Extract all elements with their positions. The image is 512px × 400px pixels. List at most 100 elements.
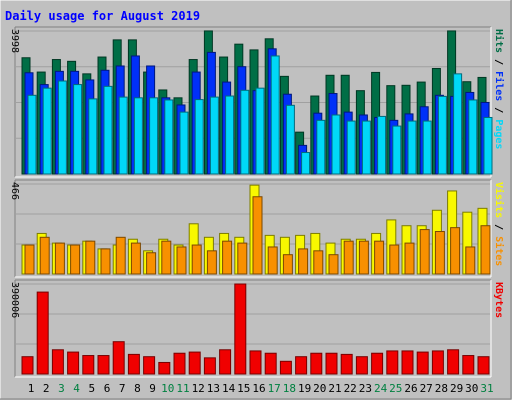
bar-pages-day-13 — [209, 96, 219, 175]
bar-pages-day-14 — [225, 95, 235, 175]
y-max-label: 3998 — [9, 29, 20, 53]
y-max-label: 390006 — [9, 282, 20, 318]
legend-part: Sites — [493, 236, 505, 266]
x-tick-label: 2 — [43, 382, 50, 395]
x-tick-label: 23 — [359, 382, 372, 395]
x-tick-label: 26 — [404, 382, 417, 395]
bar-pages-day-23 — [361, 120, 371, 175]
bar-pages-day-11 — [179, 111, 189, 175]
bar-kbytes-day-30 — [462, 355, 475, 375]
bar-pages-day-9 — [149, 97, 159, 175]
bar-pages-day-1 — [27, 94, 37, 175]
bar-kbytes-day-1 — [21, 356, 34, 375]
bar-kbytes-day-27 — [416, 351, 429, 375]
legend-part: Files — [493, 71, 505, 101]
bar-pages-day-16 — [255, 87, 265, 175]
bar-pages-day-10 — [164, 99, 174, 175]
x-tick-label: 31 — [480, 382, 493, 395]
bar-sites-day-24 — [374, 240, 385, 275]
bar-sites-day-2 — [39, 236, 50, 275]
bar-sites-day-20 — [313, 250, 324, 275]
legend-part: / — [493, 218, 504, 236]
bar-sites-day-9 — [146, 252, 157, 275]
bar-sites-day-4 — [70, 244, 81, 275]
bar-pages-day-20 — [316, 119, 326, 175]
chart-panels: 3998 Hits / Files / Pages 466 Visits / Site… — [9, 26, 505, 378]
bar-sites-day-29 — [450, 227, 461, 275]
bar-kbytes-day-24 — [371, 352, 384, 375]
x-tick-label: 20 — [313, 382, 326, 395]
bar-kbytes-day-31 — [477, 356, 490, 375]
legend-part: KBytes — [493, 282, 504, 318]
bar-kbytes-day-15 — [234, 283, 247, 375]
x-tick-label: 9 — [149, 382, 156, 395]
bar-pages-day-31 — [483, 116, 493, 175]
x-tick-label: 24 — [374, 382, 388, 395]
bar-sites-day-22 — [343, 240, 354, 275]
bar-pages-day-6 — [103, 85, 113, 175]
bar-sites-day-30 — [465, 246, 476, 275]
bar-kbytes-day-11 — [173, 352, 186, 375]
x-tick-label: 8 — [134, 382, 141, 395]
x-tick-label: 5 — [88, 382, 95, 395]
x-axis-labels: 1 2 3 4 5 6 7 8 9 10 11 12 13 14 15 16 17 18 19 20 21 22 23 24 2… — [28, 382, 494, 395]
bar-kbytes-day-2 — [36, 291, 49, 375]
x-tick-label: 14 — [222, 382, 236, 395]
bar-sites-day-5 — [85, 240, 96, 275]
x-tick-label: 7 — [119, 382, 126, 395]
bar-pages-day-27 — [422, 120, 432, 175]
bar-kbytes-day-6 — [97, 355, 110, 375]
bar-sites-day-15 — [237, 242, 248, 275]
bar-pages-day-19 — [301, 152, 311, 175]
bar-kbytes-day-17 — [264, 352, 277, 375]
bar-pages-day-25 — [392, 125, 402, 175]
bar-kbytes-day-20 — [310, 352, 323, 375]
x-tick-label: 4 — [73, 382, 80, 395]
x-tick-label: 29 — [450, 382, 463, 395]
x-tick-label: 16 — [252, 382, 265, 395]
bar-sites-day-21 — [328, 254, 339, 275]
panel-middle: 466 Visits / Sites — [9, 179, 505, 278]
bar-kbytes-day-16 — [249, 350, 262, 375]
bar-pages-day-28 — [437, 95, 447, 175]
series-legend-label: Visits / Sites — [493, 182, 505, 266]
bar-sites-day-25 — [389, 244, 400, 275]
bar-sites-day-19 — [298, 248, 309, 275]
legend-part: Hits — [493, 29, 505, 53]
bar-kbytes-day-28 — [431, 350, 444, 375]
bar-kbytes-day-12 — [188, 351, 201, 375]
bar-pages-day-21 — [331, 114, 341, 175]
x-tick-label: 3 — [58, 382, 65, 395]
x-tick-label: 11 — [176, 382, 189, 395]
legend-part: / — [493, 53, 504, 71]
bar-kbytes-day-10 — [158, 361, 171, 375]
bar-pages-day-15 — [240, 89, 250, 175]
bar-pages-day-2 — [42, 87, 52, 175]
x-tick-label: 18 — [283, 382, 296, 395]
bar-pages-day-3 — [57, 80, 67, 175]
bar-pages-day-4 — [73, 84, 83, 175]
bar-sites-day-11 — [176, 246, 187, 275]
bar-sites-day-8 — [130, 242, 141, 275]
bar-sites-day-16 — [252, 196, 263, 275]
bar-pages-day-24 — [377, 115, 387, 175]
bar-sites-day-17 — [267, 246, 278, 275]
bar-pages-day-8 — [133, 97, 143, 175]
x-tick-label: 12 — [192, 382, 205, 395]
bar-kbytes-day-7 — [112, 341, 125, 375]
bar-sites-day-14 — [222, 240, 233, 275]
x-tick-label: 30 — [465, 382, 478, 395]
bar-sites-day-31 — [480, 225, 491, 275]
bar-kbytes-day-13 — [203, 357, 216, 375]
bar-kbytes-day-9 — [143, 356, 156, 375]
chart-title: Daily usage for August 2019 — [5, 9, 200, 23]
bar-sites-day-1 — [24, 244, 35, 275]
panel-bottom: 390006 KBytes — [9, 279, 504, 378]
bar-sites-day-27 — [419, 229, 430, 275]
x-tick-label: 1 — [28, 382, 35, 395]
bar-sites-day-10 — [161, 240, 172, 275]
bar-kbytes-day-3 — [51, 349, 64, 375]
series-legend-label: KBytes — [493, 282, 504, 318]
bar-kbytes-day-23 — [355, 356, 368, 375]
